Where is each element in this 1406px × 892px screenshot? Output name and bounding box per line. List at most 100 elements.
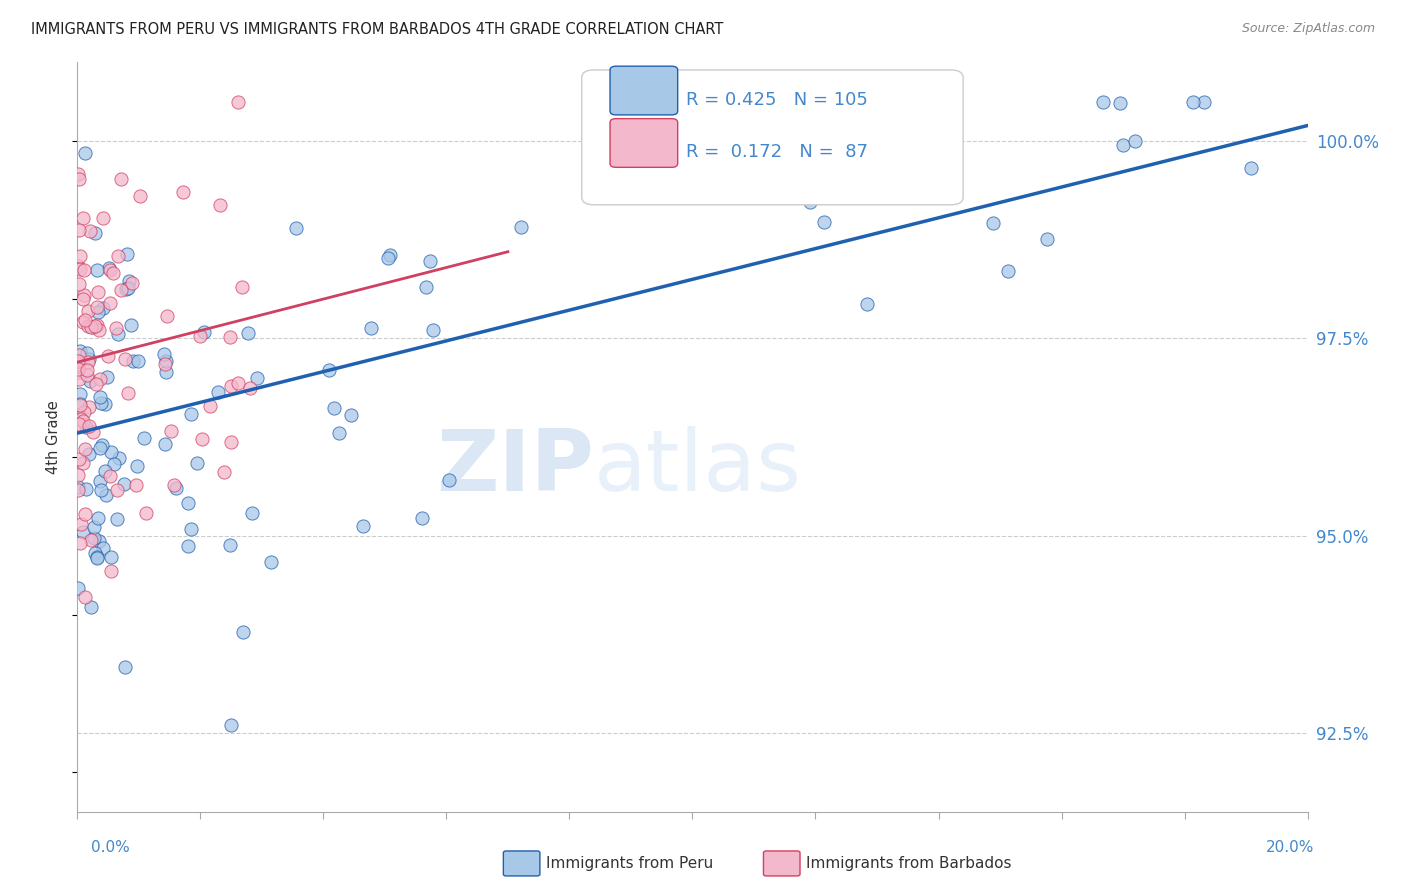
Point <box>352 518 374 533</box>
Point <box>98 295 121 310</box>
Point <box>70 412 93 426</box>
Point <box>856 297 879 311</box>
Point <box>76 368 98 382</box>
Point <box>1181 95 1204 109</box>
Point <box>91 211 114 225</box>
Point <box>318 363 340 377</box>
Point <box>105 512 128 526</box>
Point <box>67 483 90 497</box>
Point <box>69 386 91 401</box>
Point <box>67 452 90 467</box>
Point <box>128 189 150 203</box>
Point <box>100 263 122 277</box>
Point <box>117 385 139 400</box>
Text: 0.0%: 0.0% <box>91 840 131 855</box>
Point <box>67 480 90 494</box>
Point <box>114 659 136 673</box>
Point <box>155 354 177 368</box>
Point <box>1112 138 1135 153</box>
Point <box>115 246 138 260</box>
Point <box>66 362 89 376</box>
Point <box>768 95 790 109</box>
Point <box>198 400 221 414</box>
Point <box>86 300 108 314</box>
Point <box>981 216 1004 230</box>
Point <box>207 384 229 399</box>
Point <box>66 467 89 482</box>
Point <box>163 478 186 492</box>
Point <box>69 343 91 358</box>
Point <box>93 464 115 478</box>
FancyBboxPatch shape <box>582 70 963 205</box>
Point <box>153 347 176 361</box>
Point <box>82 320 104 334</box>
Point <box>86 550 108 565</box>
Point <box>67 172 90 186</box>
Point <box>285 220 308 235</box>
Point <box>79 400 101 414</box>
Point <box>240 506 263 520</box>
Point <box>72 292 94 306</box>
Point <box>86 318 108 333</box>
Point <box>70 517 93 532</box>
Point <box>86 376 108 391</box>
Point <box>77 419 100 434</box>
Point <box>86 549 108 564</box>
Text: Source: ZipAtlas.com: Source: ZipAtlas.com <box>1241 22 1375 36</box>
Point <box>509 220 531 235</box>
Point <box>73 442 96 456</box>
Point <box>79 224 101 238</box>
Point <box>219 718 242 732</box>
Point <box>75 482 97 496</box>
Point <box>67 223 90 237</box>
Point <box>76 346 98 360</box>
Point <box>260 555 283 569</box>
Point <box>114 351 136 366</box>
Point <box>67 259 90 273</box>
Point <box>69 536 91 550</box>
Point <box>80 319 103 334</box>
Point <box>69 397 91 411</box>
Point <box>67 408 90 422</box>
Point <box>121 276 143 290</box>
Point <box>112 477 135 491</box>
Point <box>80 533 103 547</box>
FancyBboxPatch shape <box>610 119 678 168</box>
Point <box>77 304 100 318</box>
Point <box>120 318 142 332</box>
Point <box>89 372 111 386</box>
Point <box>1192 95 1215 109</box>
Point <box>219 330 242 344</box>
Point <box>89 390 111 404</box>
Point <box>419 253 441 268</box>
Point <box>89 441 111 455</box>
Point <box>122 354 145 368</box>
Point <box>67 167 90 181</box>
Point <box>232 624 254 639</box>
Point <box>415 280 437 294</box>
Point <box>1240 161 1263 176</box>
Point <box>180 407 202 421</box>
Point <box>91 438 114 452</box>
Point <box>79 374 101 388</box>
Point <box>73 146 96 161</box>
Point <box>72 456 94 470</box>
Point <box>90 483 112 498</box>
Point <box>135 506 157 520</box>
Point <box>89 474 111 488</box>
Point <box>103 458 125 472</box>
Point <box>66 357 89 371</box>
Point <box>246 371 269 385</box>
Point <box>177 496 200 510</box>
Point <box>96 369 118 384</box>
Y-axis label: 4th Grade: 4th Grade <box>46 401 62 474</box>
Point <box>77 355 100 369</box>
Point <box>799 195 821 210</box>
Point <box>437 473 460 487</box>
Point <box>73 507 96 521</box>
Point <box>67 417 90 431</box>
Point <box>75 420 97 434</box>
Point <box>221 378 243 392</box>
Point <box>87 534 110 549</box>
Point <box>91 541 114 555</box>
